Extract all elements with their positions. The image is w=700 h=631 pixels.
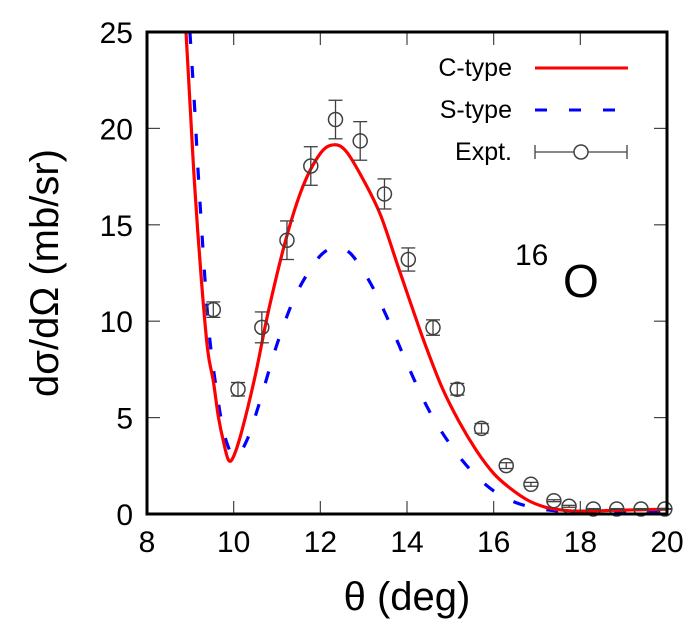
data-point (327, 99, 344, 140)
data-point (473, 420, 490, 437)
data-point (523, 476, 539, 493)
data-marker (376, 186, 393, 202)
legend-swatch-expt-marker (573, 144, 589, 160)
x-tick-label: 14 (390, 526, 423, 559)
curves-layer (184, 32, 667, 514)
data-point (608, 501, 625, 517)
legend-label-s-type: S-type (440, 96, 512, 124)
series-line-stype (188, 32, 667, 514)
annotation-element: O (563, 255, 599, 307)
y-tick-label: 0 (116, 499, 133, 532)
legend-entry-c-type: C-type (438, 54, 628, 82)
data-marker (352, 133, 368, 149)
data-point (279, 220, 295, 261)
data-point (657, 501, 673, 517)
x-axis-title: θ (deg) (344, 575, 471, 619)
data-marker (400, 251, 417, 268)
x-tick-label: 8 (139, 526, 156, 559)
data-marker (523, 476, 539, 493)
data-point (352, 121, 368, 161)
tick-labels-layer: 8 10 12 14 16 18 20 0 5 10 15 20 25 (100, 17, 684, 559)
data-marker (303, 158, 319, 174)
data-marker (633, 501, 649, 517)
y-tick-label: 10 (100, 306, 133, 339)
data-marker (230, 381, 246, 398)
x-tick-label: 16 (477, 526, 510, 559)
series-line-ctype (184, 32, 667, 513)
plot-frame (145, 30, 669, 516)
x-tick-label: 12 (304, 526, 337, 559)
data-marker (254, 319, 270, 336)
y-tick-label: 5 (116, 403, 133, 436)
data-point (425, 319, 441, 336)
legend-entry-s-type: S-type (440, 96, 620, 124)
y-axis-title: dσ/dΩ (mb/sr) (23, 149, 67, 397)
data-marker (498, 457, 514, 474)
y-tick-label: 15 (100, 210, 133, 243)
data-point (303, 146, 319, 186)
data-marker (657, 501, 673, 517)
data-point (449, 381, 466, 398)
x-tick-label: 10 (217, 526, 250, 559)
data-point (205, 301, 222, 318)
data-point (633, 501, 649, 517)
legend-label-expt: Expt. (455, 138, 512, 166)
data-marker (205, 301, 222, 318)
data-marker (425, 319, 441, 336)
x-tick-label: 20 (650, 526, 683, 559)
data-marker (279, 232, 295, 248)
data-marker (327, 111, 344, 128)
experimental-points-layer (205, 99, 673, 517)
element-annotation: 16 O (515, 239, 599, 307)
x-tick-label: 18 (564, 526, 597, 559)
legend-label-c-type: C-type (438, 54, 512, 82)
data-point (376, 178, 393, 210)
data-point (254, 311, 270, 344)
data-point (400, 247, 417, 272)
legend-entry-expt: Expt. (455, 138, 628, 166)
data-point (498, 457, 514, 474)
data-marker (608, 501, 625, 517)
y-tick-label: 25 (100, 17, 133, 50)
y-tick-label: 20 (100, 113, 133, 146)
data-marker (449, 381, 466, 398)
data-point (230, 381, 246, 398)
annotation-mass-number: 16 (515, 239, 548, 272)
data-marker (473, 420, 490, 437)
data-point (546, 492, 562, 509)
data-point (585, 501, 602, 517)
data-marker (546, 492, 562, 509)
data-marker (585, 501, 602, 517)
legend: C-type S-type Expt. (438, 54, 628, 166)
